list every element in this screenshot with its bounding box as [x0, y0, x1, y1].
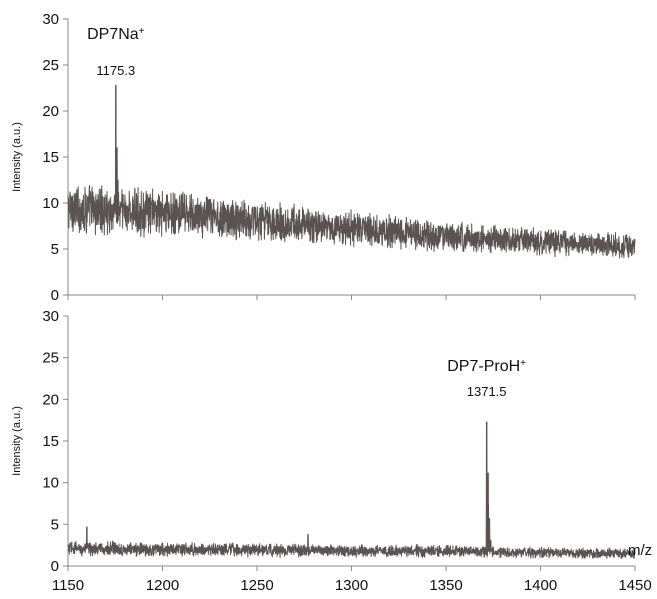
- y-tick-label: 5: [51, 516, 59, 533]
- y-tick-label: 0: [51, 558, 59, 575]
- y-tick-label: 30: [42, 11, 59, 28]
- x-axis-unit-label: m/z: [628, 542, 652, 559]
- x-tick-label: 1150: [52, 577, 84, 594]
- y-tick-label: 0: [51, 287, 59, 304]
- x-tick-label: 1200: [146, 577, 179, 594]
- x-tick-label: 1300: [335, 577, 368, 594]
- y-tick-label: 20: [42, 103, 59, 120]
- y-axis-label: Intensity (a.u.): [11, 122, 23, 192]
- x-tick-label: 1250: [240, 577, 273, 594]
- spectrum-panel-2: 0 5 10 15 20 25 30 1150 1200 1250 1300 1350 1400 1450…: [11, 308, 652, 594]
- y-tick-label: 25: [42, 350, 59, 367]
- peak-annotation-value: 1175.3: [96, 63, 135, 78]
- peak-annotation-title-main: DP7Na: [87, 26, 139, 43]
- y-tick-label: 15: [42, 433, 59, 450]
- y-tick-label: 10: [42, 475, 59, 492]
- peak-annotation-title-superscript: +: [520, 358, 526, 369]
- y-tick-label: 25: [42, 57, 59, 74]
- x-tick-label: 1350: [429, 577, 462, 594]
- x-tick-label: 1450: [618, 577, 651, 594]
- spectrum-trace: [67, 84, 636, 259]
- y-tick-label: 5: [51, 241, 59, 258]
- y-tick-label: 20: [42, 391, 59, 408]
- peak-annotation-title-main: DP7-ProH: [447, 358, 520, 375]
- x-tick-label: 1400: [524, 577, 557, 594]
- y-tick-label: 30: [42, 308, 59, 325]
- peak-annotation-value: 1371.5: [467, 384, 507, 399]
- peak-annotation-title: DP7-ProH+: [447, 358, 526, 376]
- y-tick-label: 10: [42, 195, 59, 212]
- peak-annotation-title-superscript: +: [139, 26, 145, 37]
- peak-annotation-title: DP7Na+: [87, 26, 145, 44]
- y-axis-label: Intensity (a.u.): [11, 406, 23, 476]
- y-tick-label: 15: [42, 149, 59, 166]
- spectrum-trace: [67, 421, 636, 559]
